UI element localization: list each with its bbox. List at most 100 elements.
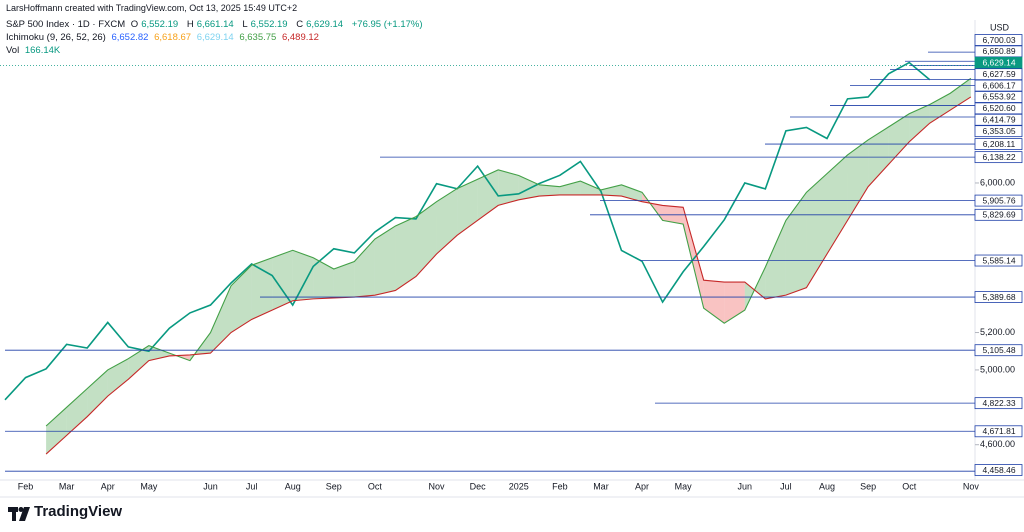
indicator-value: 6,629.14	[196, 32, 234, 43]
x-tick-label: Feb	[552, 481, 568, 491]
cloud-fill	[827, 154, 848, 255]
cloud-fill	[354, 239, 375, 298]
label-box	[974, 194, 1023, 207]
current-price-label: 6,629.14	[974, 56, 1023, 69]
indicator-name: Ichimoku (9, 26, 52, 26)	[6, 32, 106, 43]
ohlc-key: H	[186, 19, 194, 30]
cloud-fill	[785, 192, 807, 296]
credit: LarsHoffmann created with TradingView.co…	[6, 3, 298, 13]
cloud-fill	[251, 257, 273, 320]
level-label: 4,458.46	[974, 464, 1023, 476]
ohlc-item: H 6,661.14	[187, 19, 237, 30]
axis-unit: USD	[990, 22, 1010, 32]
x-tick-label: 2025	[509, 481, 529, 491]
level-label: 6,138.22	[974, 151, 1023, 164]
cloud-fill	[46, 407, 67, 455]
label-text: 6,520.60	[982, 103, 1015, 113]
cloud-fill	[539, 184, 560, 197]
change: +76.95 (+1.17%)	[351, 19, 423, 30]
cloud-fill	[416, 201, 437, 277]
x-tick-label: Jun	[203, 481, 218, 491]
x-tick-label: Aug	[285, 481, 301, 491]
cloud-fill	[703, 280, 725, 324]
cloud-fill	[765, 220, 786, 299]
cloud-fill	[909, 104, 930, 142]
volume-value: 166.14K	[24, 45, 61, 56]
cloud-fill	[436, 188, 458, 255]
ohlc-item: O 6,552.19	[131, 19, 181, 30]
label-text: 6,650.89	[982, 46, 1015, 56]
label-text: 5,389.68	[982, 292, 1015, 302]
ohlc-key: L	[242, 19, 248, 30]
cloud-fill	[313, 257, 334, 299]
y-tick-label: 5,200.00	[980, 327, 1015, 337]
label-box	[974, 425, 1023, 438]
ohlc-value: 6,552.19	[250, 19, 288, 30]
label-text: 4,822.33	[982, 398, 1015, 408]
ohlc-value: 6,629.14	[306, 19, 344, 30]
cloud-fill	[518, 175, 540, 200]
level-label: 5,585.14	[974, 254, 1023, 267]
label-text: 5,829.69	[982, 210, 1015, 220]
level-label: 6,208.11	[974, 138, 1023, 150]
cloud-fill	[477, 169, 499, 221]
y-tick-label: 5,000.00	[980, 364, 1015, 374]
ohlc-value: 6,661.14	[196, 19, 234, 30]
x-tick-label: Dec	[470, 481, 487, 491]
x-tick-label: Mar	[593, 481, 609, 491]
label-text: 6,700.03	[982, 35, 1015, 45]
x-tick-label: May	[140, 481, 158, 491]
level-label: 4,671.81	[974, 425, 1023, 438]
logo-part	[18, 507, 24, 512]
cloud-fill	[374, 225, 396, 296]
level-label: 6,650.89	[974, 45, 1023, 58]
label-text: 6,606.17	[982, 80, 1015, 90]
x-tick-label: Feb	[18, 481, 34, 491]
level-label: 6,520.60	[974, 102, 1023, 115]
x-tick-label: Apr	[101, 481, 115, 491]
label-text: 6,414.79	[982, 115, 1015, 125]
level-label: 6,414.79	[974, 113, 1023, 126]
ohlc-key: O	[130, 19, 139, 30]
label-text: 4,458.46	[982, 465, 1015, 475]
ohlc-key: C	[296, 19, 304, 30]
indicator-value: 6,489.12	[281, 32, 319, 43]
level-label: 6,606.17	[974, 79, 1023, 92]
label-box	[974, 464, 1023, 476]
level-label: 5,105.48	[974, 344, 1023, 357]
cloud-fill	[929, 93, 951, 124]
label-text: 6,553.92	[982, 92, 1015, 102]
cloud-fill	[87, 369, 108, 417]
label-text: 6,208.11	[983, 139, 1016, 149]
volume-name: Vol	[6, 45, 20, 56]
y-tick-label: 6,000.00	[980, 177, 1015, 187]
ichimoku-line: Ichimoku (9, 26, 52, 26) 6,652.82 6,618.…	[6, 32, 322, 43]
cloud-fill	[888, 113, 910, 165]
label-text: 5,905.76	[982, 195, 1015, 205]
label-text: 6,627.59	[982, 69, 1015, 79]
cloud-fill	[580, 181, 601, 195]
level-label: 4,822.33	[974, 397, 1023, 410]
indicator-value: 6,652.82	[111, 32, 149, 43]
label-text: 5,105.48	[982, 345, 1015, 355]
label-box	[974, 208, 1023, 221]
x-tick-label: Jul	[246, 481, 258, 491]
cloud-fill	[66, 388, 88, 436]
label-box	[974, 138, 1023, 150]
series-line	[45, 96, 972, 455]
label-text: 6,629.14	[982, 58, 1015, 68]
cloud-fill	[107, 358, 129, 397]
level-label: 5,905.76	[974, 194, 1023, 207]
cloud-fill	[559, 181, 581, 195]
label-box	[974, 254, 1023, 267]
volume-line: Vol 166.14K	[6, 45, 63, 56]
label-box	[974, 344, 1023, 357]
x-tick-label: Jul	[780, 481, 792, 491]
label-text: 6,138.22	[982, 152, 1015, 162]
label-text: 5,585.14	[982, 255, 1015, 265]
cloud-fill	[210, 285, 232, 354]
label-box	[974, 151, 1023, 164]
cloud-fill	[950, 78, 971, 111]
